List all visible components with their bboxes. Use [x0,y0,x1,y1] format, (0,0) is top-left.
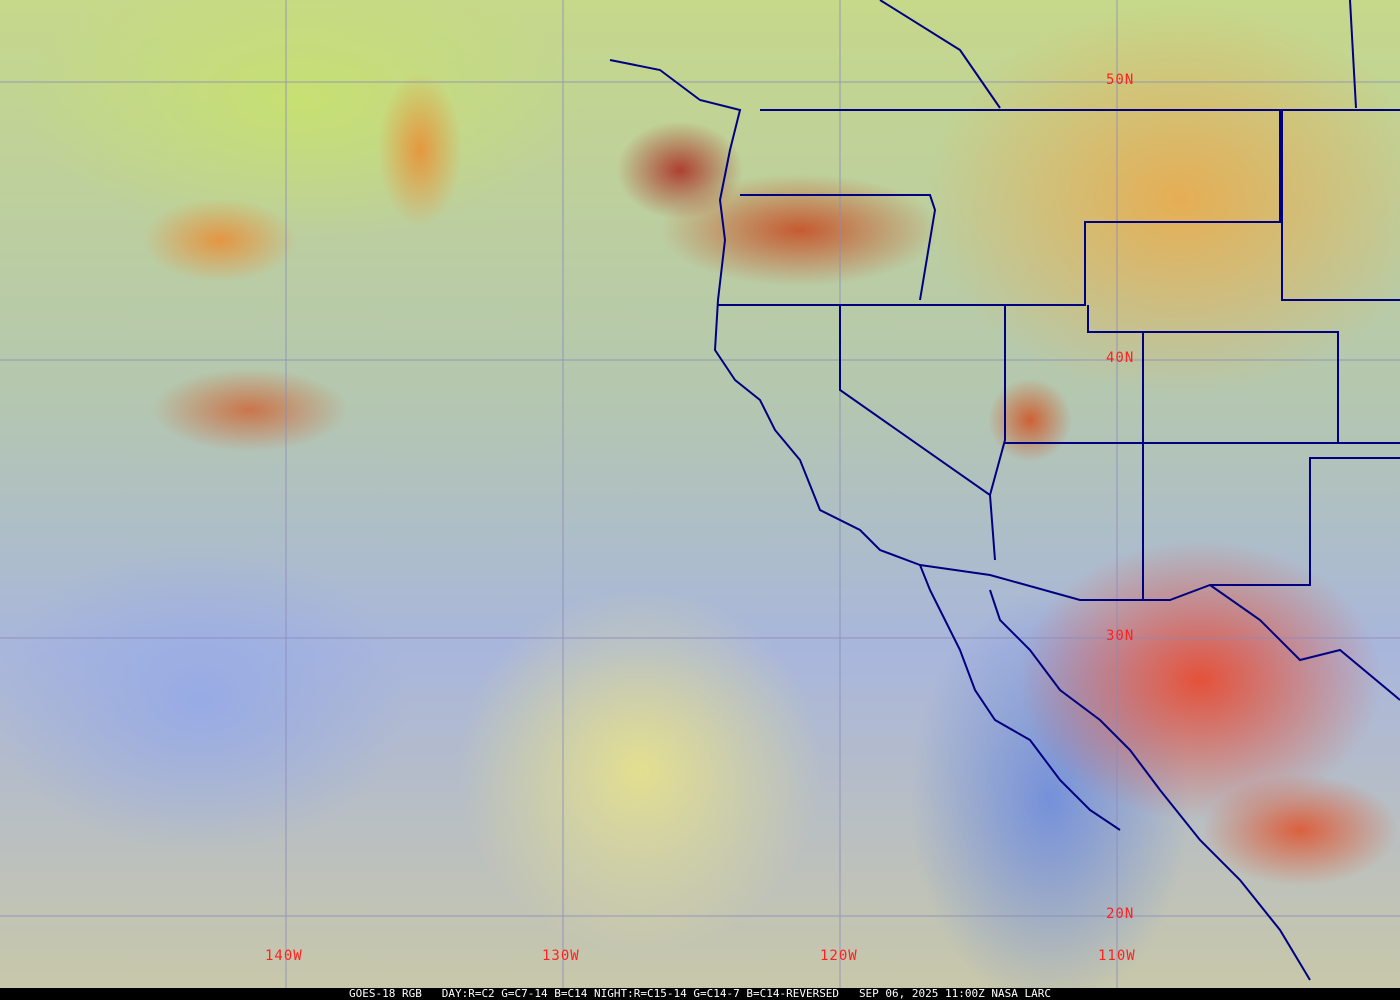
lon-label-130w: 130W [542,948,580,964]
lon-label-110w: 110W [1098,948,1136,964]
lat-label-20n: 20N [1106,906,1135,922]
caption-timestamp: SEP 06, 2025 11:00Z [858,987,985,1000]
caption-recipe: DAY:R=C2 G=C7-14 B=C14 NIGHT:R=C15-14 G=… [441,987,840,1000]
caption-product: GOES-18 RGB [348,987,422,1000]
lat-label-40n: 40N [1106,350,1135,366]
lat-label-50n: 50N [1106,72,1135,88]
coastlines-and-borders [609,0,1400,981]
lat-label-30n: 30N [1106,628,1135,644]
caption-bar: GOES-18 RGB DAY:R=C2 G=C7-14 B=C14 NIGHT… [0,988,1400,1000]
lon-label-120w: 120W [820,948,858,964]
lon-label-140w: 140W [265,948,303,964]
caption-source: NASA LARC [991,987,1052,1000]
